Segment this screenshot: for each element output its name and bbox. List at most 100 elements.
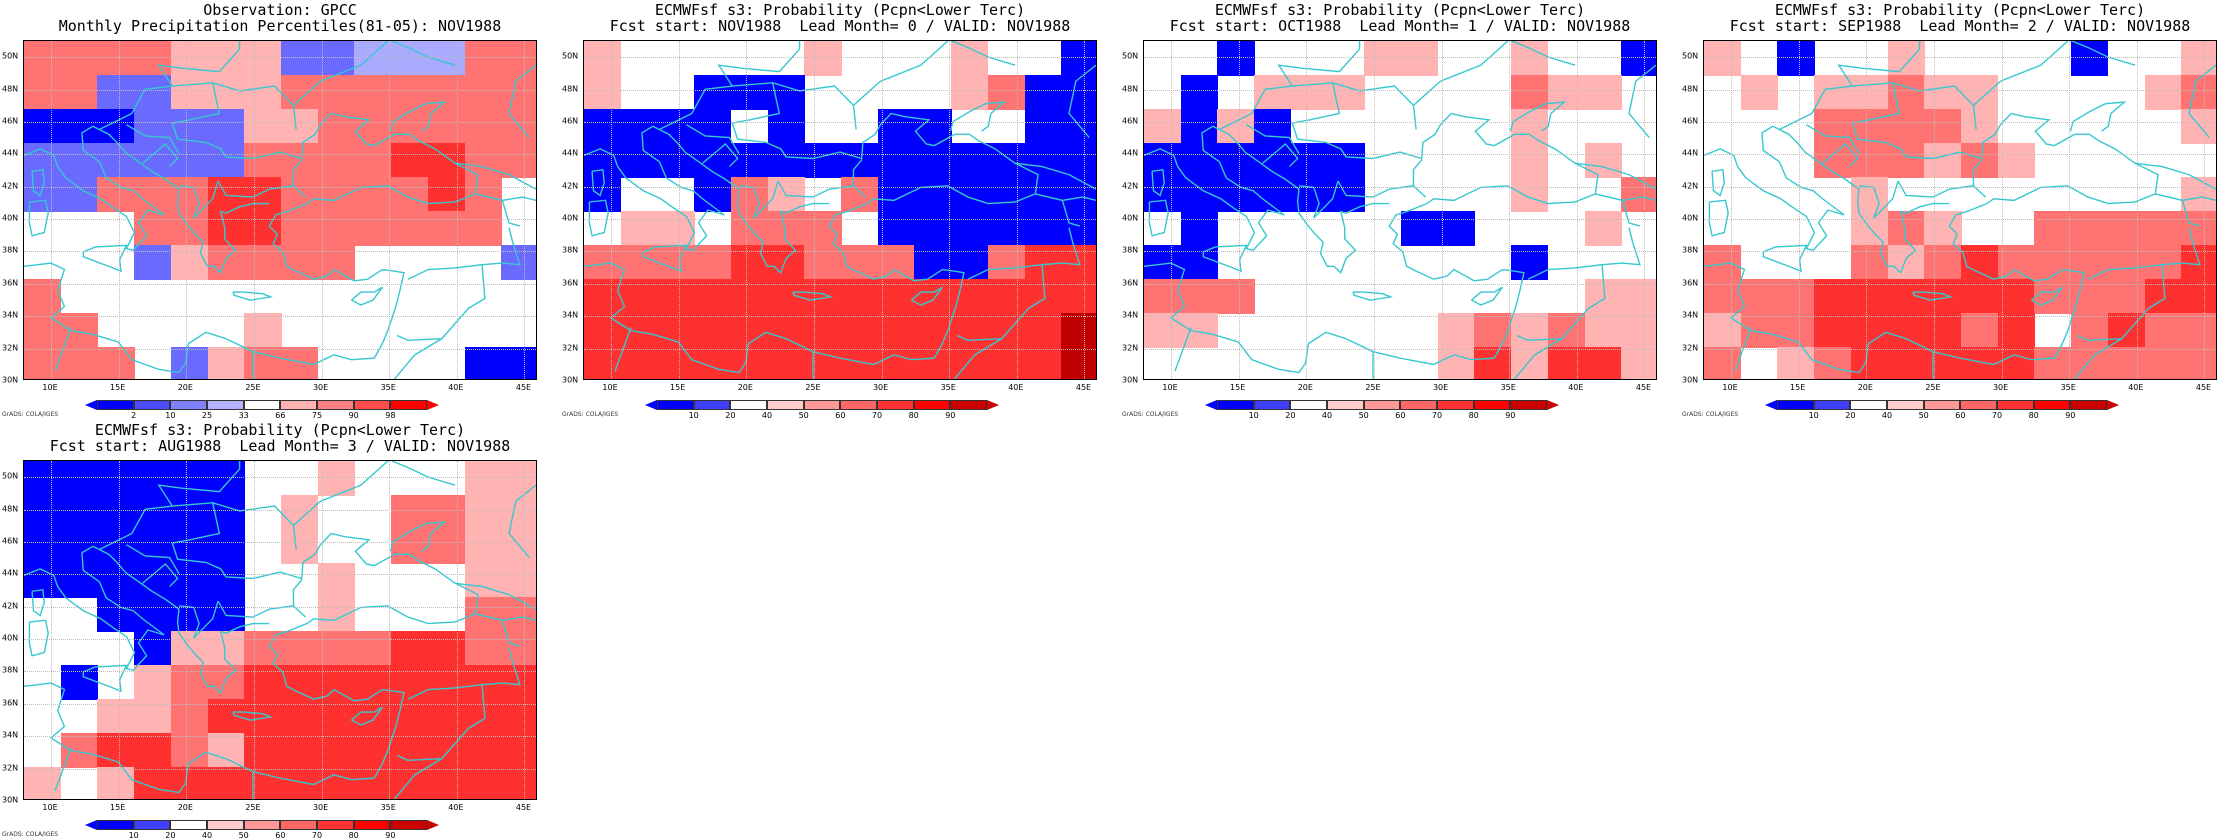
longitude-gridline — [253, 41, 255, 379]
grid-cell — [1327, 75, 1365, 110]
map-canvas — [1143, 40, 1657, 380]
grid-cell — [244, 733, 282, 768]
map-panel-lead-0: ECMWFsf s3: Probability (Pcpn<Lower Terc… — [560, 0, 1120, 420]
grid-cell — [584, 109, 622, 144]
map-panel-observation: Observation: GPCC Monthly Precipitation … — [0, 0, 560, 420]
coastline — [1602, 227, 1641, 266]
latitude-tick-label: 34N — [2, 730, 19, 740]
coastline — [1388, 198, 1525, 359]
latitude-tick-label: 44N — [1122, 148, 1139, 158]
coastline — [268, 618, 405, 779]
grid-cell — [317, 211, 356, 246]
longitude-gridline — [2001, 41, 2003, 379]
grid-cell — [317, 563, 356, 598]
grid-cell — [170, 767, 209, 799]
coastline — [2155, 193, 2216, 202]
grid-cell — [877, 313, 916, 348]
coastline — [475, 613, 536, 622]
longitude-gridline — [1509, 41, 1511, 379]
grid-cell — [391, 631, 429, 666]
colorbar-segment — [1813, 400, 1851, 410]
coastline — [1837, 48, 1921, 87]
grid-cell — [391, 177, 429, 212]
grid-cell — [657, 245, 695, 280]
grid-cell — [1511, 347, 1549, 379]
grid-cell — [1144, 313, 1182, 348]
coastline — [2069, 101, 2127, 132]
coastline — [2071, 41, 2136, 66]
longitude-gridline — [2136, 41, 2138, 379]
grid-cell — [281, 109, 319, 144]
grid-cell — [1850, 177, 1889, 212]
latitude-gridline — [24, 736, 536, 738]
colorbar-label: 80 — [908, 411, 919, 420]
coastline-overlay — [24, 461, 536, 799]
colorbar-label: 90 — [385, 831, 396, 840]
grid-cell — [427, 631, 466, 666]
grid-cell — [730, 245, 769, 280]
grid-cell — [60, 495, 99, 530]
map-panel-lead-3: ECMWFsf s3: Probability (Pcpn<Lower Terc… — [0, 420, 560, 840]
grid-cell — [620, 143, 659, 178]
grid-cell — [1777, 41, 1815, 76]
coastline — [910, 286, 943, 306]
grid-cell — [501, 767, 536, 799]
colorbar-segment — [170, 820, 207, 830]
grid-cell — [501, 109, 536, 144]
coastline — [1015, 162, 1096, 190]
coastline — [1511, 41, 1576, 66]
coastline — [501, 620, 521, 647]
longitude-tick-label: 10E — [1722, 383, 1738, 392]
colorbar-end-triangle — [1765, 400, 1777, 410]
longitude-tick-label: 25E — [1925, 383, 1941, 392]
grid-cell — [464, 495, 502, 530]
longitude-gridline — [321, 461, 323, 799]
colorbar-label: 20 — [165, 831, 176, 840]
colorbar-label: 98 — [385, 411, 396, 420]
grid-cell — [1364, 41, 1402, 76]
grid-cell — [1024, 143, 1062, 178]
coastline — [508, 64, 536, 138]
latitude-gridline — [1144, 316, 1656, 318]
longitude-tick-label: 25E — [1365, 383, 1381, 392]
latitude-gridline — [24, 283, 536, 285]
colorbar-segment — [97, 400, 134, 410]
longitude-tick-label: 30E — [1432, 383, 1449, 392]
grid-cell — [1437, 211, 1476, 246]
latitude-gridline — [1144, 89, 1656, 91]
colorbar-segment — [1923, 400, 1961, 410]
grid-cell — [620, 313, 659, 348]
grid-cell — [391, 75, 429, 110]
coastline — [24, 125, 165, 252]
grid-cell — [354, 631, 392, 666]
latitude-gridline — [1704, 89, 2216, 91]
coastline — [1806, 124, 1860, 154]
longitude-gridline — [1016, 41, 1018, 379]
grid-cell — [207, 461, 245, 496]
grid-cell — [657, 347, 695, 379]
coastline-overlay — [24, 41, 536, 379]
grid-cell — [391, 211, 429, 246]
longitude-tick-label: 45E — [2195, 383, 2212, 392]
grid-cell — [1887, 41, 1925, 76]
latitude-gridline — [24, 121, 536, 123]
longitude-gridline — [1373, 41, 1375, 379]
latitude-tick-label: 38N — [1682, 245, 1699, 255]
grid-cell — [281, 347, 319, 379]
grid-cell — [841, 245, 879, 280]
latitude-gridline — [24, 768, 536, 770]
longitude-gridline — [1084, 41, 1086, 379]
coastline — [792, 291, 834, 301]
colorbar-label: 50 — [238, 831, 249, 840]
latitude-gridline — [1704, 348, 2216, 350]
grid-cell — [987, 75, 1026, 110]
longitude-tick-label: 30E — [1992, 383, 2009, 392]
colorbar-label: 20 — [725, 411, 736, 420]
longitude-gridline — [389, 461, 391, 799]
coastline — [1972, 112, 2159, 198]
colorbar-segment — [280, 820, 317, 830]
grid-cell — [1924, 109, 1962, 144]
colorbar-label: 40 — [201, 831, 213, 840]
grid-cell — [244, 177, 282, 212]
grid-cell — [584, 245, 622, 280]
